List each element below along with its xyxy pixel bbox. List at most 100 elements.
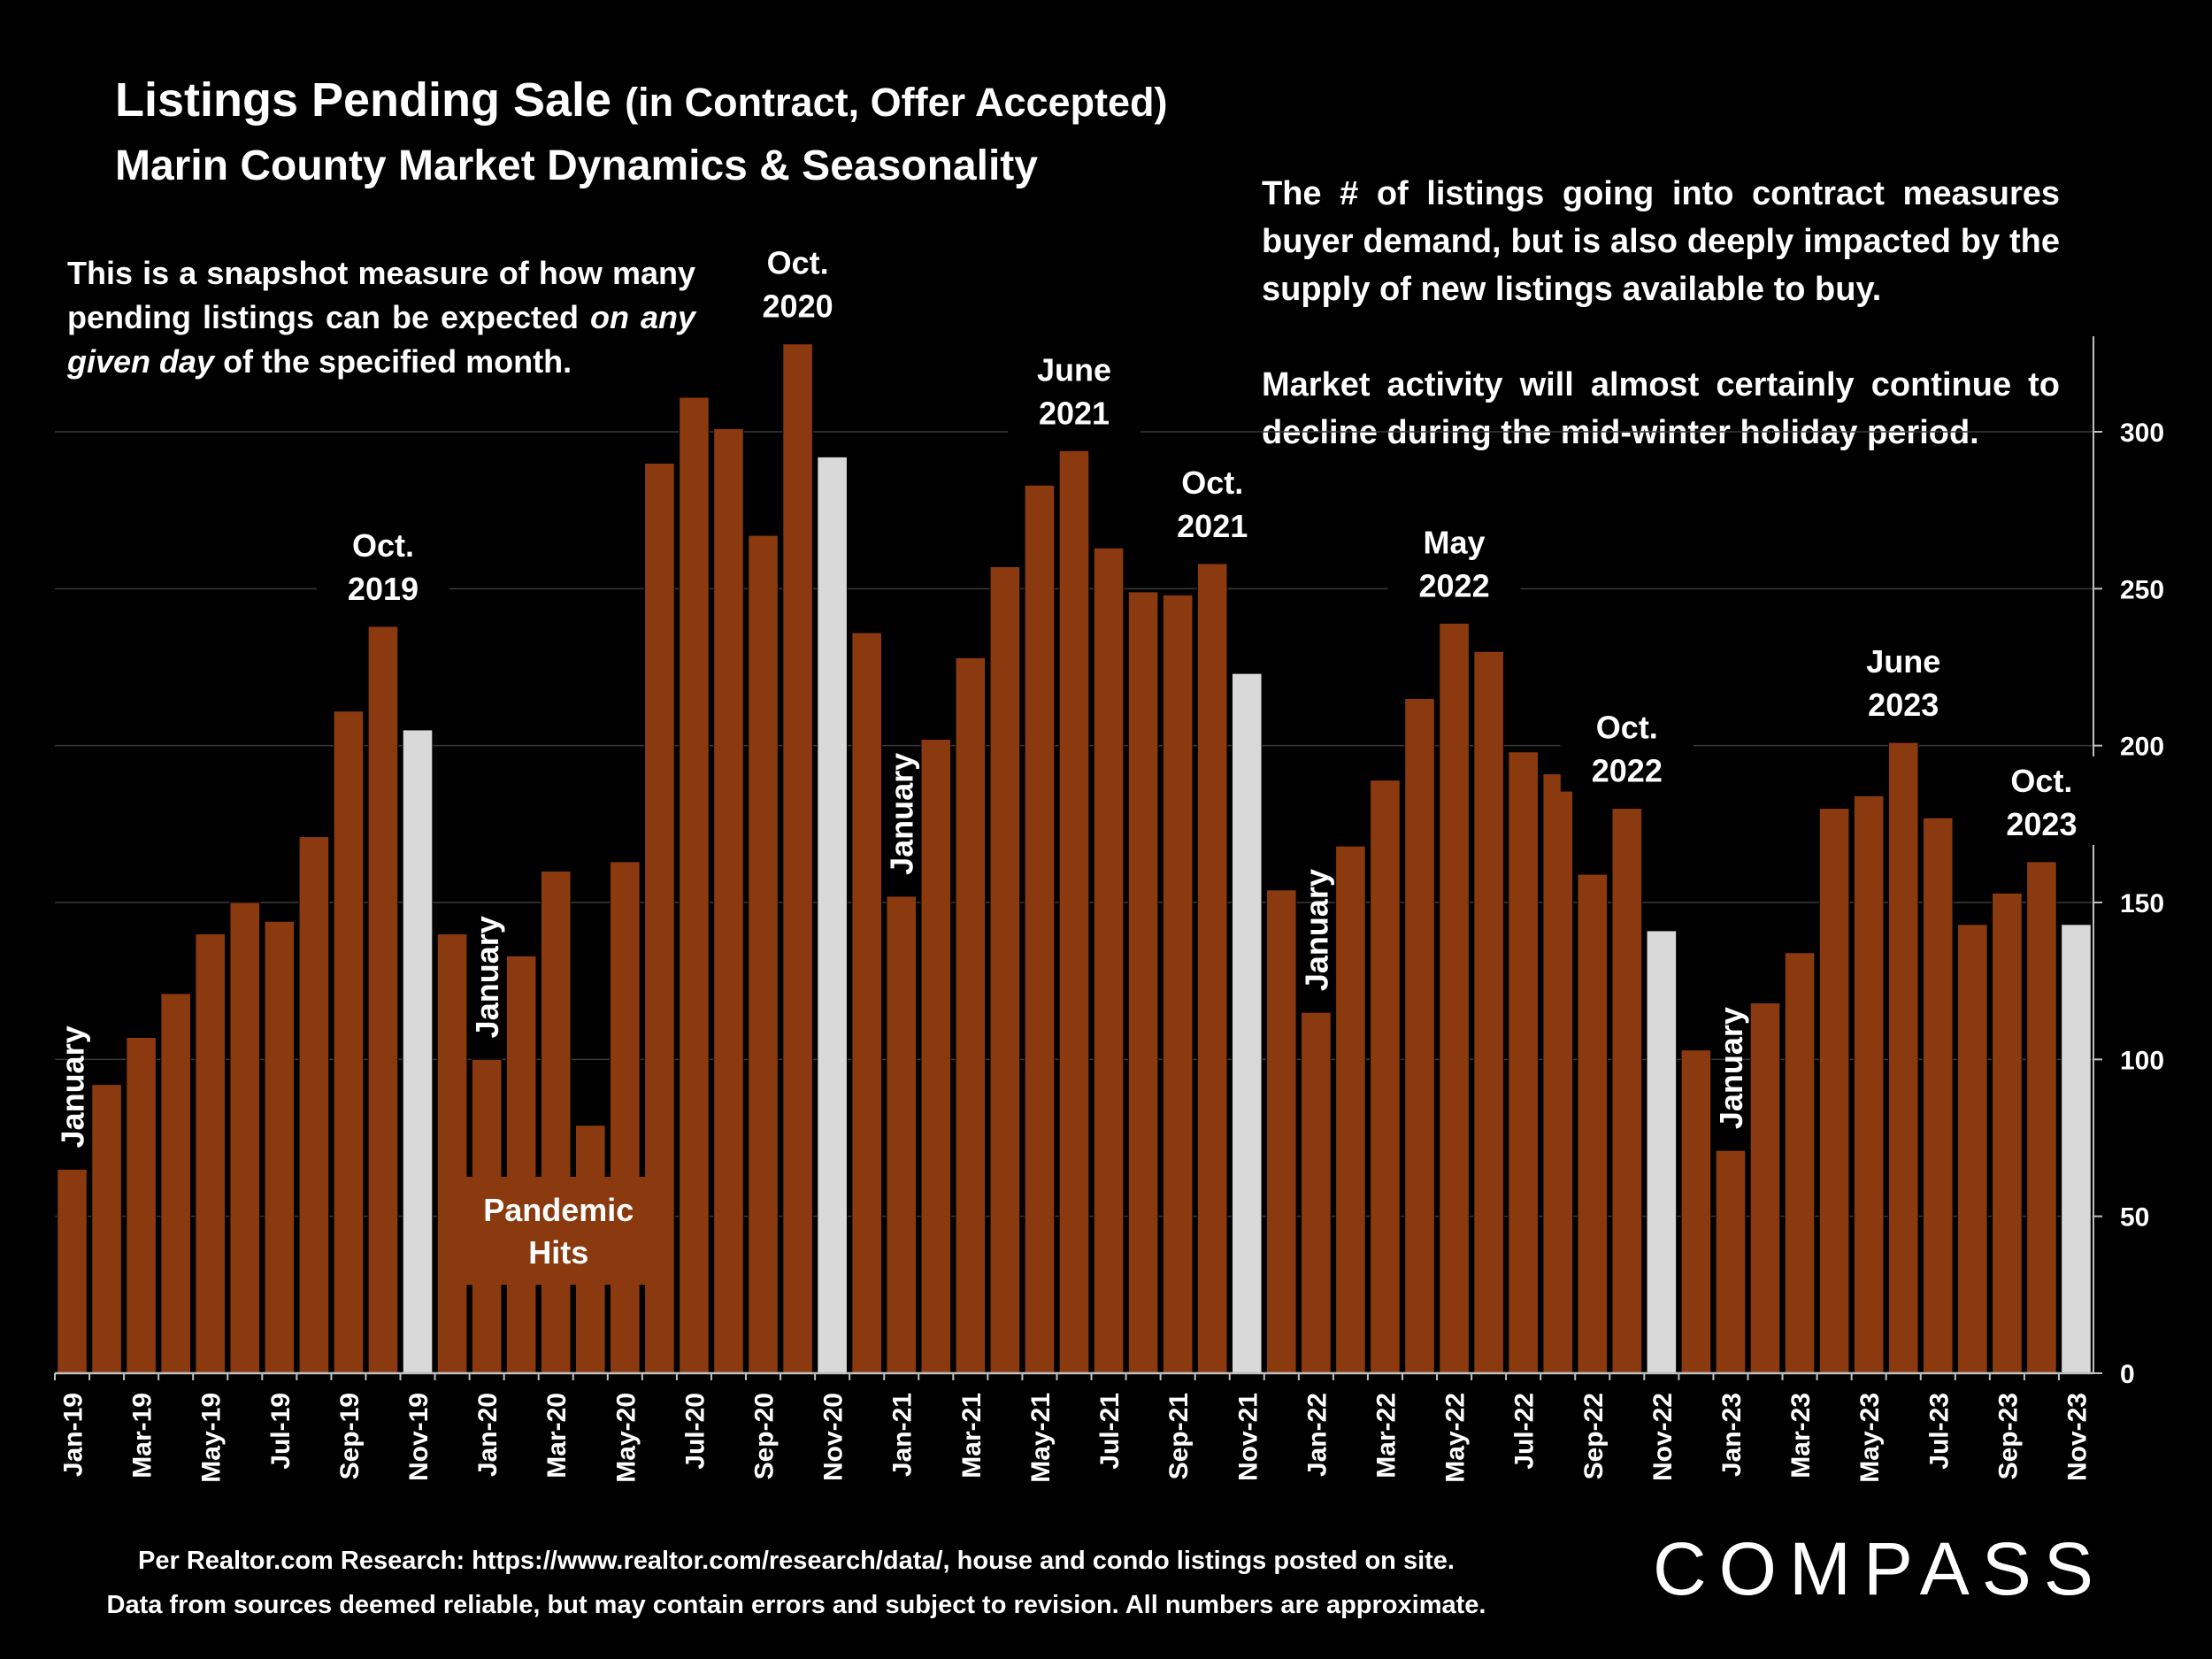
y-tick-label: 200 [2120,733,2164,762]
bar-may-23 [1853,795,1885,1374]
x-tick-label: May-23 [1855,1393,1885,1483]
note-left-part2: of the specified month. [214,343,572,380]
annotation-peak-label: Oct. [352,527,414,564]
bar-dec-20 [851,632,882,1374]
annotation-peak-label: 2022 [1592,753,1663,789]
bar-feb-19 [91,1084,122,1374]
bar-sep-21 [1162,594,1194,1374]
bar-oct-20 [782,343,813,1374]
annotation-peak-label: Oct. [767,245,829,281]
bar-apr-23 [1818,808,1850,1374]
bar-jul-21 [1093,547,1125,1374]
y-tick-label: 100 [2120,1046,2164,1075]
annotation-january: January [1298,869,1334,991]
x-tick-label: Mar-22 [1371,1393,1401,1479]
title-main: Listings Pending Sale [115,73,612,127]
x-tick-label: Nov-19 [404,1393,434,1481]
compass-logo: COMPASS [1653,1527,2106,1610]
bar-jun-23 [1887,741,1919,1374]
annotation-january: January [55,1025,91,1148]
x-tick-label: Sep-19 [335,1393,365,1479]
bar-mar-21 [955,657,987,1374]
bar-feb-22 [1335,845,1366,1374]
bar-feb-21 [920,739,952,1374]
bar-aug-19 [298,836,330,1374]
bar-jun-19 [229,902,261,1374]
note-left-italic: on any given day [67,299,696,380]
bar-aug-20 [713,427,744,1374]
bar-aug-22 [1542,773,1574,1374]
annotation-backdrop [1146,457,1279,547]
annotation-backdrop [1560,703,1694,792]
y-tick-label: 50 [2120,1203,2149,1233]
bar-apr-19 [160,993,191,1374]
x-tick-label: Nov-22 [1648,1393,1678,1481]
bar-jan-21 [886,895,918,1374]
bar-mar-23 [1784,952,1816,1374]
chart-subtitle: Marin County Market Dynamics & Seasonali… [115,142,1038,189]
note-right-paragraph-1: The # of listings going into contract me… [1262,175,2060,308]
x-tick-label: Nov-21 [1233,1393,1263,1481]
bar-nov-20 [817,456,848,1374]
y-tick-label: 250 [2120,575,2164,604]
bar-aug-21 [1127,591,1159,1374]
annotation-peak-label: June [1037,351,1111,388]
x-tick-label: Jul-23 [1924,1393,1954,1470]
bar-oct-22 [1611,808,1643,1374]
bar-jan-23 [1715,1149,1747,1374]
x-tick-label: Jan-22 [1302,1393,1332,1477]
y-tick-label: 0 [2120,1360,2135,1389]
annotation-peak-label: 2023 [1868,687,1939,723]
x-tick-label: Sep-20 [750,1393,780,1479]
x-tick-label: May-19 [197,1393,227,1483]
bar-mar-19 [126,1037,157,1374]
bar-apr-22 [1404,697,1435,1374]
bar-sep-20 [748,534,779,1374]
annotation-backdrop [1837,637,1970,726]
x-tick-label: Jul-22 [1510,1393,1540,1470]
annotation-peak-label: Oct. [1596,710,1658,746]
bar-feb-20 [505,955,537,1374]
pandemic-label-box [458,1177,658,1285]
annotation-pandemic: Hits [528,1234,588,1271]
x-tick-label: Jul-20 [680,1393,710,1470]
x-tick-label: Sep-23 [1993,1393,2023,1479]
title-paren: (in Contract, Offer Accepted) [625,80,1168,125]
bar-oct-21 [1196,563,1228,1374]
annotation-january: January [469,916,505,1038]
bar-dec-19 [436,933,468,1374]
bar-nov-19 [402,729,434,1374]
x-tick-label: May-20 [611,1393,641,1483]
bar-sep-22 [1577,873,1609,1374]
bar-may-21 [1024,484,1056,1374]
annotation-peak-label: June [1866,643,1940,680]
annotation-peak-label: Oct. [2010,763,2072,799]
annotation-peak-label: 2019 [348,571,419,607]
x-tick-label: Nov-20 [819,1393,849,1481]
annotation-peak-label: 2021 [1039,395,1110,431]
annotation-backdrop [1008,345,1141,434]
annotation-backdrop [1387,518,1521,607]
bar-jun-22 [1473,650,1504,1374]
bar-jan-19 [57,1168,88,1374]
bar-oct-19 [367,626,399,1374]
bar-nov-22 [1646,930,1678,1374]
x-tick-label: Jul-19 [266,1393,296,1470]
y-tick-label: 300 [2120,419,2164,448]
annotation-pandemic: Pandemic [483,1192,634,1228]
x-tick-label: May-21 [1026,1393,1056,1483]
bar-mar-22 [1370,780,1401,1374]
x-tick-label: Jan-21 [888,1393,918,1477]
annotations: Oct. 2019 Oct. 2020 June 2021 Oct. 2021 May 2022 O… [55,238,2108,1285]
bar-aug-23 [1957,924,1988,1374]
x-tick-label: Jan-23 [1717,1393,1747,1477]
annotation-peak-label: 2022 [1419,567,1490,603]
bar-sep-23 [1992,892,2023,1374]
bar-jul-19 [264,920,296,1374]
note-right: The # of listings going into contract me… [1262,170,2060,504]
annotation-backdrop [316,520,449,610]
bars [57,343,2092,1374]
annotation-peak-label: Oct. [1181,465,1243,501]
bar-may-22 [1439,622,1470,1374]
